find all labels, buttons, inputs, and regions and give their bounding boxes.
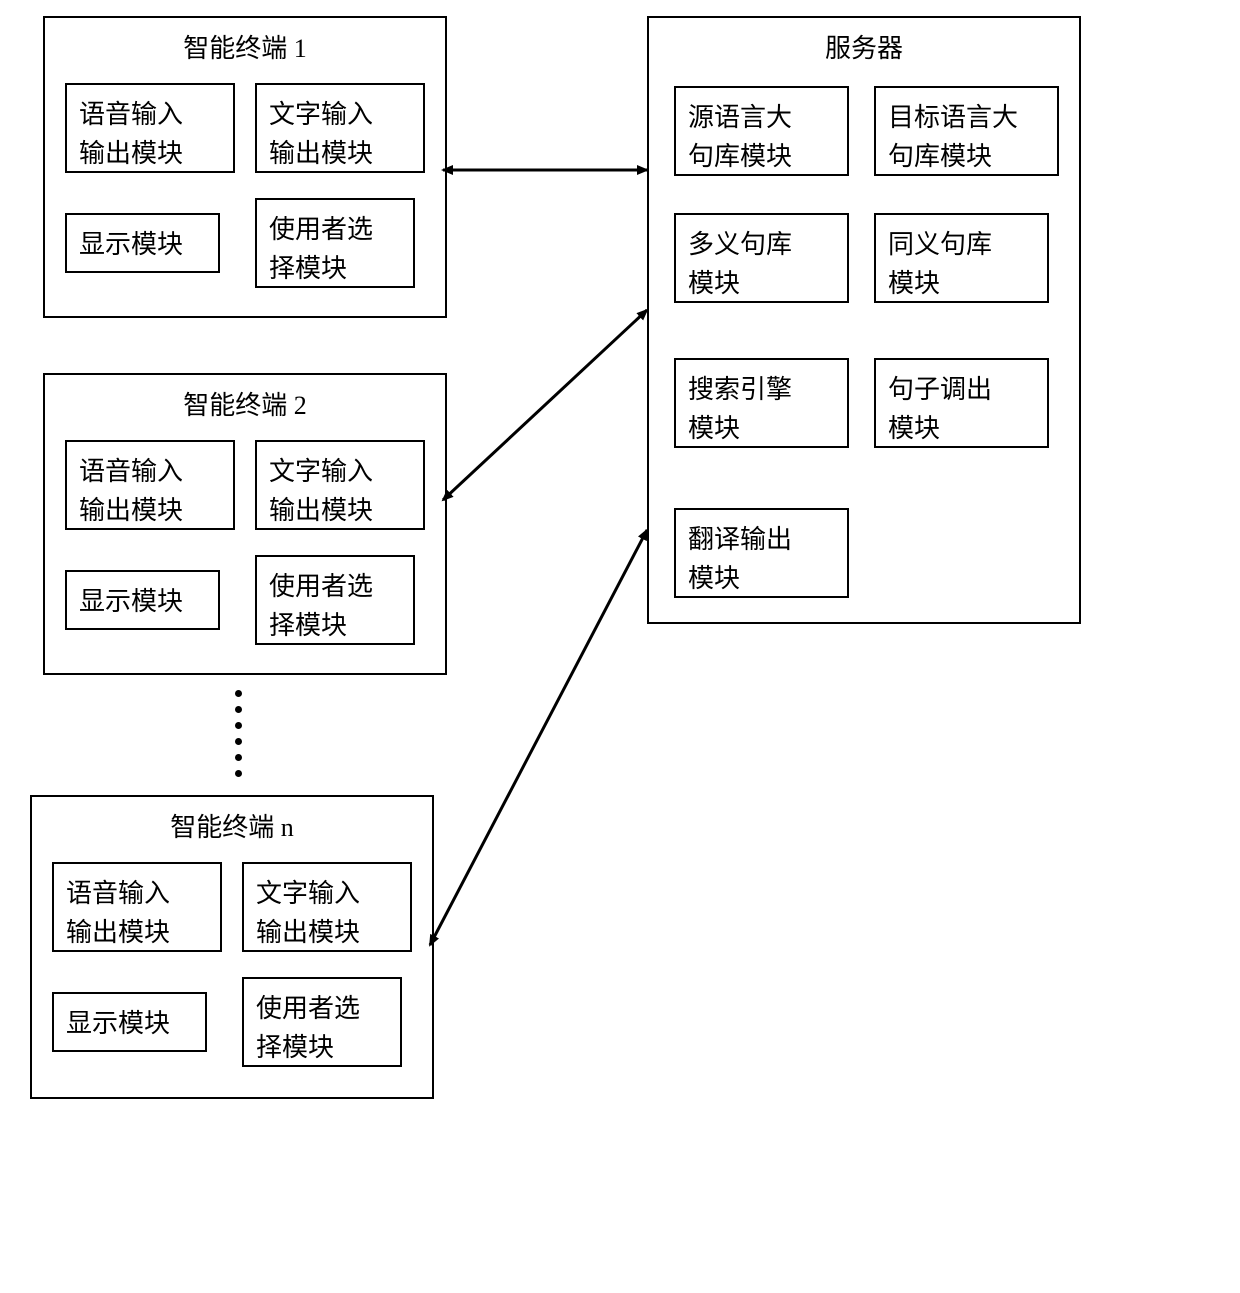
container-title: 智能终端 1: [45, 28, 445, 65]
module-srv-syn: 同义句库模块: [874, 213, 1049, 303]
module-t2-display: 显示模块: [65, 570, 220, 630]
module-tn-voice: 语音输入输出模块: [52, 862, 222, 952]
module-tn-text: 文字输入输出模块: [242, 862, 412, 952]
module-t2-text: 文字输入输出模块: [255, 440, 425, 530]
module-srv-tgt-lang: 目标语言大句库模块: [874, 86, 1059, 176]
container-title: 服务器: [649, 28, 1079, 65]
ellipsis-dot: [235, 754, 242, 761]
ellipsis-dot: [235, 738, 242, 745]
module-srv-search: 搜索引擎模块: [674, 358, 849, 448]
edge-e2: [443, 310, 647, 500]
container-title: 智能终端 2: [45, 385, 445, 422]
module-srv-trans: 翻译输出模块: [674, 508, 849, 598]
ellipsis-dot: [235, 690, 242, 697]
module-tn-display: 显示模块: [52, 992, 207, 1052]
ellipsis-dot: [235, 706, 242, 713]
module-tn-user: 使用者选择模块: [242, 977, 402, 1067]
container-terminal2: 智能终端 2 语音输入输出模块文字输入输出模块显示模块使用者选择模块: [43, 373, 447, 675]
module-t1-voice: 语音输入输出模块: [65, 83, 235, 173]
container-terminal1: 智能终端 1 语音输入输出模块文字输入输出模块显示模块使用者选择模块: [43, 16, 447, 318]
module-srv-src-lang: 源语言大句库模块: [674, 86, 849, 176]
ellipsis-dot: [235, 722, 242, 729]
module-t1-display: 显示模块: [65, 213, 220, 273]
ellipsis-dot: [235, 770, 242, 777]
module-srv-poly: 多义句库模块: [674, 213, 849, 303]
container-title: 智能终端 n: [32, 807, 432, 844]
module-srv-sentence: 句子调出模块: [874, 358, 1049, 448]
container-server: 服务器源语言大句库模块目标语言大句库模块多义句库模块同义句库模块搜索引擎模块句子…: [647, 16, 1081, 624]
module-t2-user: 使用者选择模块: [255, 555, 415, 645]
module-t1-user: 使用者选择模块: [255, 198, 415, 288]
module-t2-voice: 语音输入输出模块: [65, 440, 235, 530]
edge-e3: [430, 530, 647, 945]
module-t1-text: 文字输入输出模块: [255, 83, 425, 173]
container-terminalN: 智能终端 n 语音输入输出模块文字输入输出模块显示模块使用者选择模块: [30, 795, 434, 1099]
